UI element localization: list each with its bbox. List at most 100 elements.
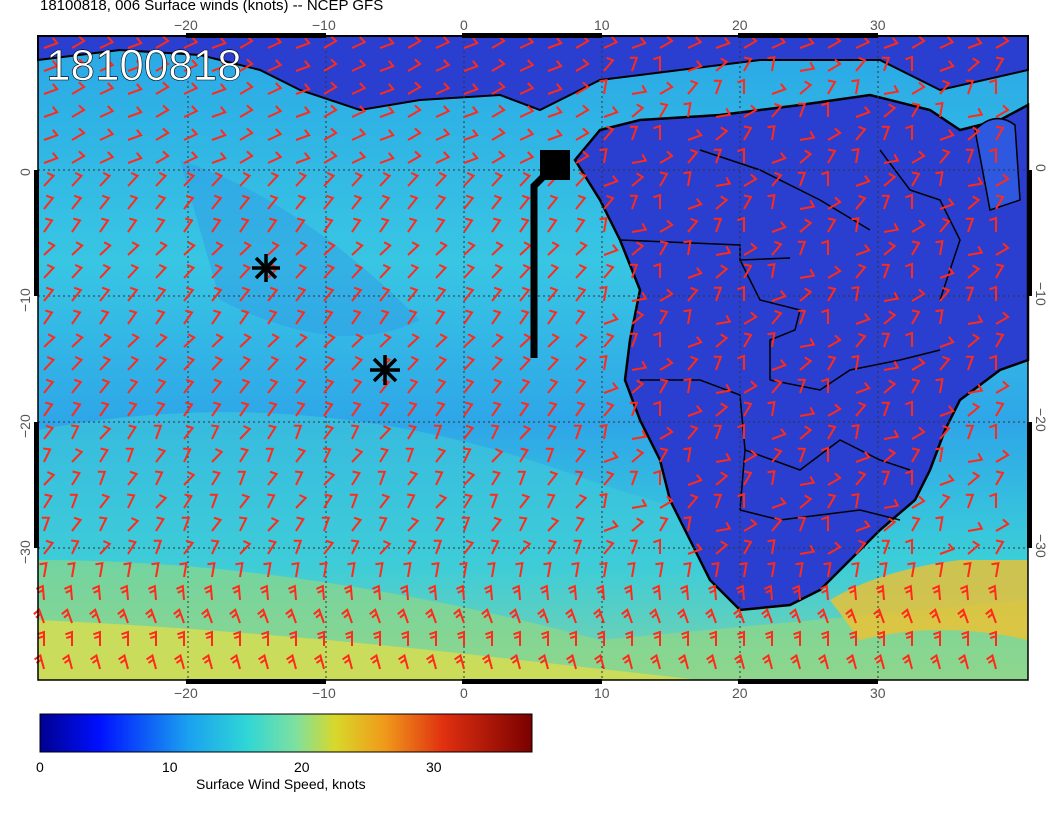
- wind-barb: [174, 653, 185, 670]
- wind-barb: [127, 37, 143, 49]
- wind-barb: [71, 217, 82, 233]
- wind-barb: [379, 194, 391, 210]
- wind-barb: [517, 470, 527, 486]
- wind-barb: [603, 401, 615, 417]
- wind-barb: [571, 561, 580, 578]
- wind-barb: [575, 401, 586, 417]
- wind-barb: [743, 380, 758, 394]
- wind-barb: [905, 331, 913, 347]
- wind-barb: [519, 194, 531, 210]
- wind-barb: [851, 354, 860, 371]
- wind-barb: [37, 630, 45, 646]
- wind-barb: [323, 104, 338, 118]
- wind-barb: [827, 79, 837, 95]
- wind-barb: [905, 630, 913, 646]
- wind-barb: [207, 561, 216, 578]
- wind-barb: [935, 101, 944, 118]
- wind-barb: [211, 424, 220, 440]
- wind-barb: [267, 539, 277, 555]
- wind-barb: [649, 608, 661, 624]
- wind-barb: [821, 630, 829, 646]
- wind-barb: [491, 309, 502, 325]
- wind-barb: [737, 147, 745, 163]
- wind-barb: [463, 309, 474, 325]
- wind-barb: [713, 148, 723, 164]
- wind-barb: [351, 36, 367, 49]
- wind-barb: [349, 493, 359, 509]
- wind-barb: [481, 608, 493, 624]
- wind-barb: [351, 241, 364, 256]
- wind-barb: [379, 129, 395, 141]
- wind-barb: [155, 263, 168, 279]
- wind-barb: [323, 539, 335, 555]
- wind-barb: [155, 309, 166, 325]
- wind-barb: [883, 37, 899, 49]
- wind-barb: [485, 630, 493, 646]
- wind-barb: [538, 653, 549, 670]
- wind-barb: [155, 401, 166, 417]
- wind-barb: [127, 171, 140, 187]
- wind-barb: [967, 383, 984, 394]
- wind-barb: [463, 493, 473, 509]
- wind-barb: [267, 401, 278, 417]
- wind-barb: [89, 608, 101, 624]
- wind-barb: [99, 355, 112, 371]
- wind-barb: [43, 378, 55, 394]
- wind-barb: [351, 217, 362, 233]
- wind-barb: [967, 176, 984, 187]
- wind-barb: [967, 37, 983, 49]
- wind-barb: [939, 129, 955, 141]
- wind-barb: [650, 653, 661, 670]
- wind-barb: [851, 492, 860, 509]
- wind-barb: [463, 106, 479, 118]
- wind-barb: [715, 402, 729, 417]
- wind-barb: [267, 171, 280, 187]
- wind-barb: [239, 194, 251, 210]
- wind-barb: [575, 333, 588, 348]
- wind-barb: [995, 332, 1005, 348]
- wind-barb: [267, 151, 283, 164]
- wind-barb: [543, 561, 552, 578]
- wind-barb: [43, 83, 59, 95]
- wind-barb: [407, 424, 417, 440]
- wind-barb: [625, 630, 633, 646]
- wind-barb: [153, 424, 163, 440]
- wind-barb: [323, 447, 332, 463]
- wind-barb: [519, 171, 532, 187]
- wind-barb: [967, 314, 984, 325]
- wind-barb: [939, 217, 951, 233]
- wind-barb: [99, 333, 112, 348]
- wind-barb: [155, 171, 168, 187]
- wind-barb: [379, 493, 391, 509]
- wind-barb: [453, 608, 465, 624]
- wind-barb: [71, 286, 83, 302]
- bottom-lon-tick: 0: [460, 685, 468, 700]
- wind-barb: [519, 105, 535, 118]
- right-lat-tick: 0: [1033, 164, 1049, 172]
- top-lon-tick: −10: [312, 17, 336, 33]
- wind-barb: [575, 81, 590, 95]
- wind-barb: [678, 653, 689, 670]
- wind-barb: [827, 334, 842, 348]
- wind-barb: [659, 288, 674, 302]
- wind-barb: [379, 425, 392, 440]
- wind-barb: [99, 378, 111, 394]
- wind-barb: [743, 125, 753, 141]
- wind-barb: [902, 653, 913, 670]
- wind-barb: [379, 309, 390, 325]
- wind-barb: [799, 337, 816, 348]
- wind-barb: [827, 541, 842, 555]
- wind-barb: [958, 653, 969, 670]
- wind-barb: [547, 129, 563, 141]
- wind-barb: [687, 198, 703, 210]
- wind-barb: [883, 379, 897, 394]
- wind-barb: [379, 540, 392, 555]
- wind-barb: [407, 401, 418, 417]
- wind-barb: [995, 263, 1005, 279]
- wind-barb: [789, 608, 801, 624]
- wind-barb: [351, 516, 363, 532]
- wind-barb: [71, 448, 84, 463]
- wind-barb: [379, 286, 391, 302]
- wind-barb: [183, 128, 199, 141]
- wind-barb: [71, 470, 81, 486]
